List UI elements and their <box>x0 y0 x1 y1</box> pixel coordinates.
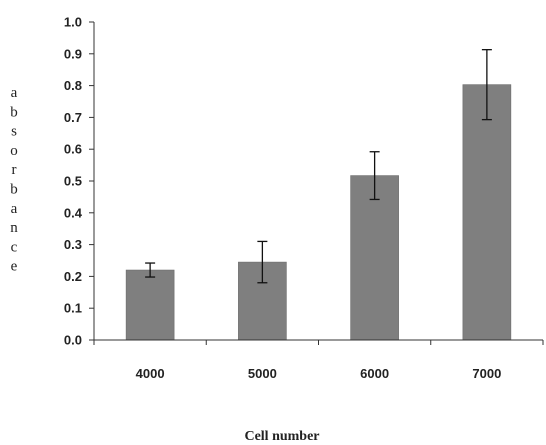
y-tick-label: 0.3 <box>64 237 82 252</box>
bar-4000 <box>125 269 175 341</box>
x-axis-ticks: 4000 5000 6000 7000 <box>93 340 544 381</box>
x-tick-label: 6000 <box>360 366 389 381</box>
x-tick-label: 4000 <box>136 366 165 381</box>
y-axis-title-letter: s <box>11 124 17 140</box>
y-axis-title-letter: b <box>10 182 18 198</box>
y-tick-label: 0.1 <box>64 301 82 316</box>
y-axis-title-letter: c <box>11 239 18 255</box>
y-axis-title-letter: a <box>11 201 18 217</box>
y-axis-title-letter: o <box>10 143 18 159</box>
bar-6000 <box>350 175 399 341</box>
y-tick-label: 1.0 <box>64 15 82 30</box>
y-axis-title-letter: b <box>10 104 18 120</box>
y-tick-label: 0.6 <box>64 142 82 157</box>
bar-7000 <box>462 84 512 341</box>
y-tick-label: 0.4 <box>64 205 83 220</box>
y-tick-label: 0.0 <box>64 333 82 348</box>
y-axis-title-letter: a <box>11 85 18 101</box>
y-tick-label: 0.5 <box>64 174 82 189</box>
y-tick-label: 0.2 <box>64 269 82 284</box>
x-tick-label: 5000 <box>248 366 277 381</box>
y-tick-label: 0.7 <box>64 110 82 125</box>
y-axis-title-letter: n <box>10 220 18 236</box>
x-axis-title: Cell number <box>244 429 319 444</box>
y-tick-label: 0.9 <box>64 46 82 61</box>
bars <box>125 84 512 341</box>
y-axis-title-letter: r <box>12 162 17 178</box>
y-axis-title-letter: e <box>11 259 18 275</box>
y-axis-ticks: 0.0 0.1 0.2 0.3 0.4 0.5 0.6 0.7 0.8 0.9 1.0 <box>64 15 94 348</box>
y-tick-label: 0.8 <box>64 78 82 93</box>
x-tick-label: 7000 <box>472 366 501 381</box>
error-bars <box>145 49 492 284</box>
